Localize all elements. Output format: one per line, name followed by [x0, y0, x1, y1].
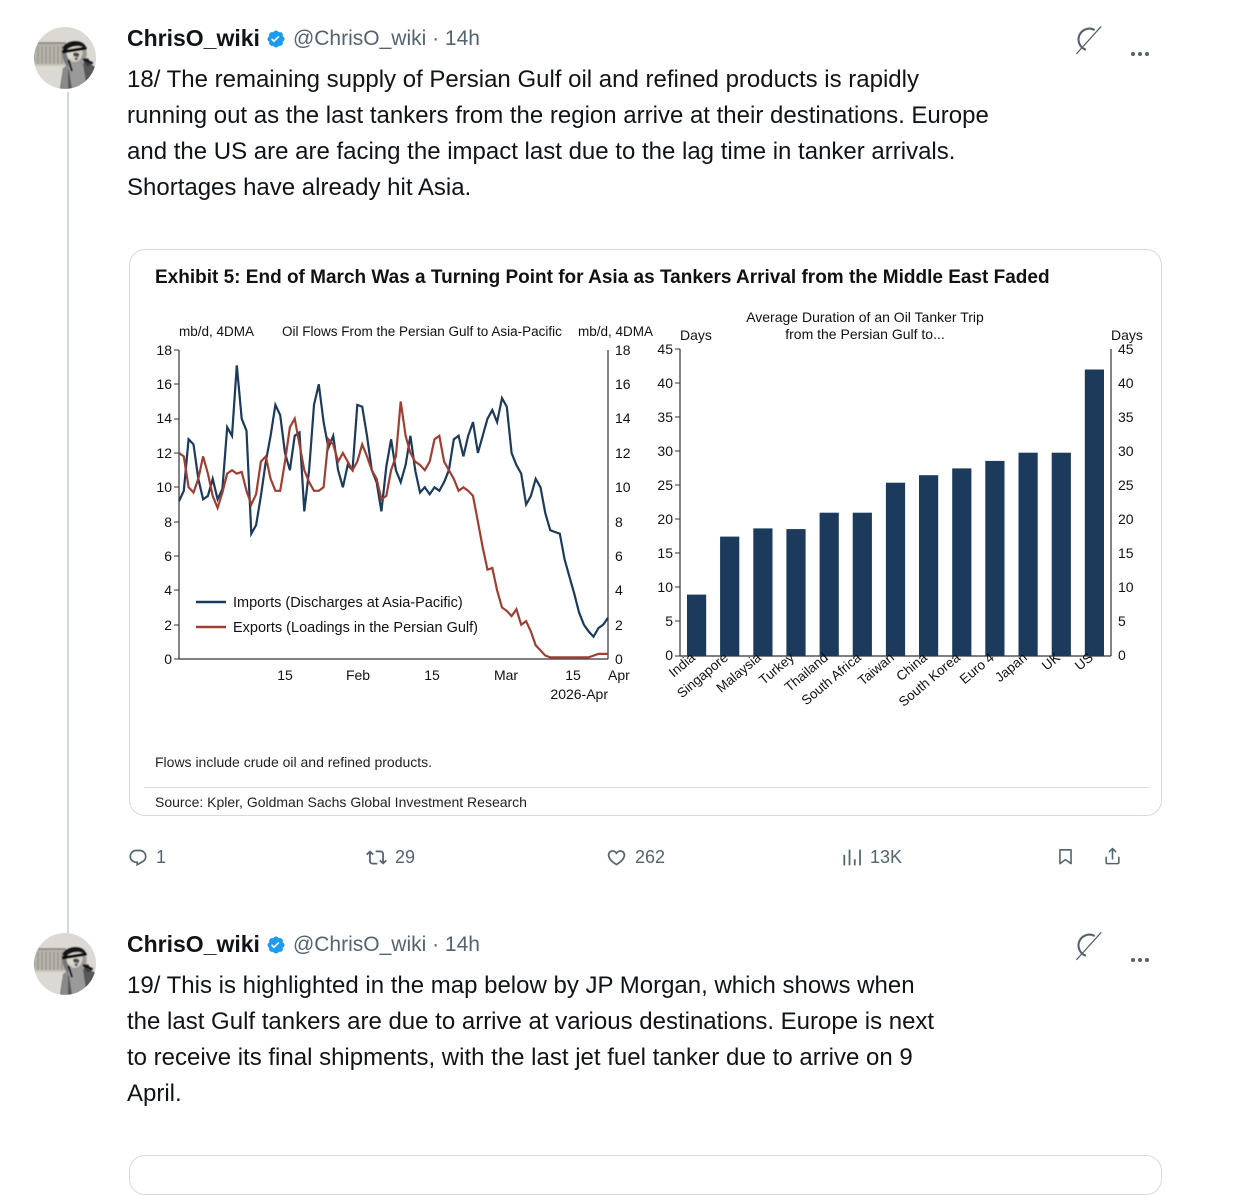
svg-text:0: 0 [665, 647, 673, 663]
svg-text:40: 40 [1118, 375, 1134, 391]
svg-text:40: 40 [657, 375, 673, 391]
svg-text:35: 35 [657, 409, 673, 425]
svg-text:10: 10 [657, 579, 673, 595]
svg-text:5: 5 [1118, 613, 1126, 629]
svg-text:25: 25 [1118, 477, 1134, 493]
svg-text:30: 30 [1118, 443, 1134, 459]
svg-text:20: 20 [1118, 511, 1134, 527]
svg-text:10: 10 [1118, 579, 1134, 595]
svg-text:45: 45 [1118, 341, 1134, 357]
svg-text:20: 20 [657, 511, 673, 527]
svg-text:15: 15 [657, 545, 673, 561]
svg-text:15: 15 [1118, 545, 1134, 561]
svg-text:35: 35 [1118, 409, 1134, 425]
svg-text:Average Duration of an Oil Tan: Average Duration of an Oil Tanker Trip [746, 310, 984, 325]
svg-text:30: 30 [657, 443, 673, 459]
svg-text:from the Persian Gulf to...: from the Persian Gulf to... [785, 326, 945, 342]
svg-text:5: 5 [665, 613, 673, 629]
svg-text:25: 25 [657, 477, 673, 493]
svg-text:Days: Days [680, 327, 712, 343]
svg-text:45: 45 [657, 341, 673, 357]
svg-text:0: 0 [1118, 647, 1126, 663]
